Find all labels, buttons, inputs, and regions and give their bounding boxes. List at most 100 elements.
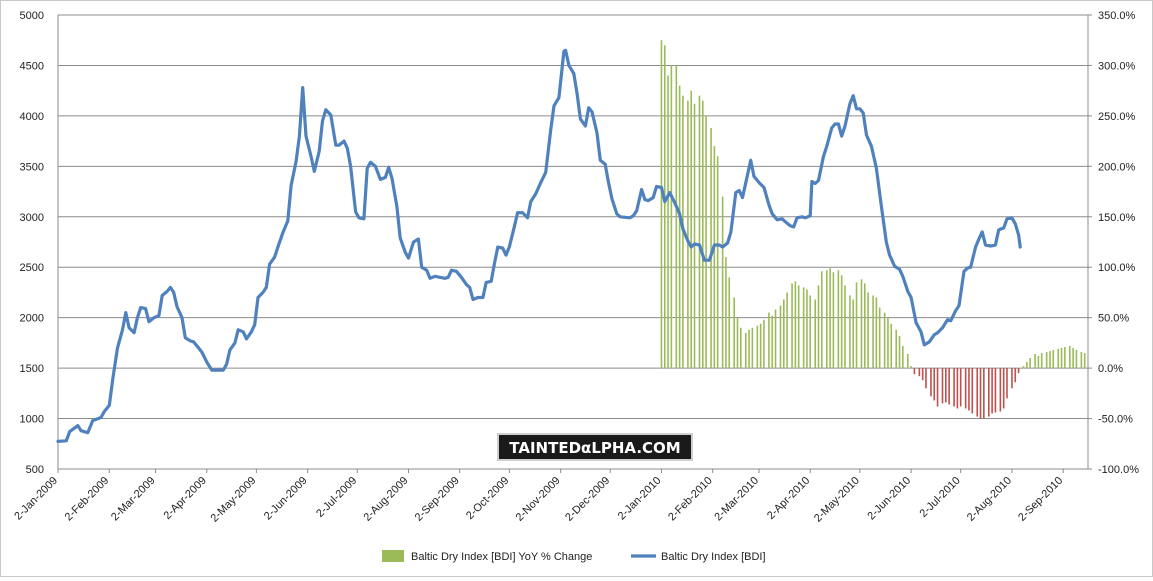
yoy-bar: [771, 315, 774, 369]
yoy-bar: [976, 368, 979, 417]
yoy-bar: [698, 95, 701, 369]
yoy-bar: [670, 65, 673, 369]
watermark-text: TAINTEDαLPHA.COM: [509, 439, 680, 457]
yoy-bar: [936, 368, 939, 407]
yoy-bar: [1037, 356, 1040, 369]
yoy-bar: [979, 368, 982, 419]
yoy-bar: [994, 368, 997, 413]
x-tick-label: 2-Feb-2009: [63, 475, 112, 524]
yoy-bar: [913, 368, 916, 375]
yoy-bar: [953, 368, 955, 407]
yoy-bar: [710, 127, 712, 369]
x-tick-label: 2-Jul-2009: [314, 475, 359, 520]
yoy-bar: [794, 281, 797, 369]
yoy-bar: [748, 329, 750, 369]
yoy-bar: [991, 368, 993, 414]
x-tick-label: 2-Nov-2009: [514, 475, 563, 524]
yoy-bar: [910, 366, 912, 369]
right-tick-label: 50.0%: [1098, 313, 1129, 325]
yoy-bar: [983, 368, 985, 419]
left-tick-label: 3500: [20, 161, 44, 173]
yoy-bar: [988, 368, 990, 417]
yoy-bar: [802, 287, 805, 369]
x-tick-label: 2-Jul-2010: [918, 475, 963, 520]
left-tick-label: 4500: [20, 60, 44, 72]
yoy-bar: [774, 309, 777, 369]
yoy-bar: [725, 257, 727, 369]
yoy-bar: [852, 299, 855, 369]
yoy-bar: [933, 368, 936, 401]
yoy-bar: [1049, 350, 1051, 369]
yoy-bar: [814, 299, 817, 369]
x-tick-label: 2-Dec-2009: [563, 475, 612, 524]
yoy-bar: [878, 307, 881, 369]
yoy-bar: [1022, 366, 1025, 369]
yoy-bar: [1052, 349, 1055, 369]
yoy-bar: [705, 115, 707, 369]
left-tick-label: 5000: [20, 10, 44, 22]
yoy-bar: [1064, 346, 1066, 369]
right-tick-label: 350.0%: [1098, 10, 1136, 22]
yoy-bar: [756, 325, 759, 369]
legend-swatch-yoy: [382, 550, 404, 562]
yoy-bar: [782, 299, 785, 369]
yoy-bar: [945, 368, 947, 403]
yoy-bar: [736, 317, 739, 369]
legend-label-bdi: Baltic Dry Index [BDI]: [661, 551, 766, 563]
yoy-bar: [902, 345, 904, 369]
yoy-bar: [809, 295, 812, 369]
watermark-box: [497, 433, 693, 461]
yoy-bar: [806, 289, 808, 369]
yoy-bar: [675, 65, 678, 369]
left-tick-label: 2000: [20, 313, 44, 325]
x-tick-label: 2-May-2009: [209, 475, 259, 525]
yoy-bar: [1034, 353, 1036, 369]
yoy-bar: [890, 323, 893, 369]
x-tick-label: 2-Apr-2009: [162, 475, 209, 522]
x-tick-label: 2-Sep-2010: [1016, 475, 1065, 524]
right-tick-label: -50.0%: [1098, 414, 1133, 426]
yoy-bar: [864, 283, 866, 369]
right-tick-label: -100.0%: [1098, 464, 1139, 476]
yoy-bar: [832, 272, 835, 369]
right-tick-label: 150.0%: [1098, 212, 1136, 224]
yoy-bar: [968, 368, 970, 411]
yoy-bar: [930, 368, 932, 397]
legend: Baltic Dry Index [BDI] YoY % Change Balti…: [382, 550, 766, 563]
yoy-bar: [875, 297, 878, 369]
yoy-bar: [855, 282, 858, 369]
left-tick-label: 2500: [20, 262, 44, 274]
yoy-bar: [1075, 349, 1078, 369]
yoy-bar: [999, 368, 1002, 412]
yoy-bar: [840, 275, 843, 369]
yoy-bar: [1083, 352, 1086, 369]
yoy-bar: [667, 75, 669, 369]
yoy-bar: [716, 156, 719, 369]
yoy-bar: [860, 279, 863, 369]
yoy-bar: [690, 90, 693, 369]
yoy-bar: [740, 327, 742, 369]
yoy-bar: [883, 312, 886, 369]
x-tick-label: 2-Sep-2009: [413, 475, 462, 524]
yoy-bar: [678, 85, 681, 369]
left-tick-label: 3000: [20, 212, 44, 224]
right-axis: -100.0% -50.0% 0.0% 50.0% 100.0% 150.0% 200.0%…: [1088, 10, 1139, 476]
yoy-bar: [1057, 348, 1060, 369]
yoy-bar: [786, 292, 788, 369]
yoy-bar: [660, 40, 663, 369]
yoy-bar: [693, 103, 696, 369]
yoy-bar: [779, 305, 782, 369]
x-tick-label: 2-Aug-2009: [361, 475, 410, 524]
bdi-line: [56, 48, 1022, 443]
yoy-bar: [906, 353, 909, 369]
yoy-bar: [728, 277, 731, 369]
yoy-bar: [844, 285, 846, 369]
yoy-bar: [1060, 347, 1063, 369]
left-tick-label: 500: [26, 464, 44, 476]
yoy-bar: [1069, 345, 1071, 369]
yoy-bar: [1045, 351, 1048, 369]
right-tick-label: 100.0%: [1098, 262, 1136, 274]
yoy-bar: [1026, 362, 1028, 369]
yoy-bar: [1002, 368, 1005, 409]
